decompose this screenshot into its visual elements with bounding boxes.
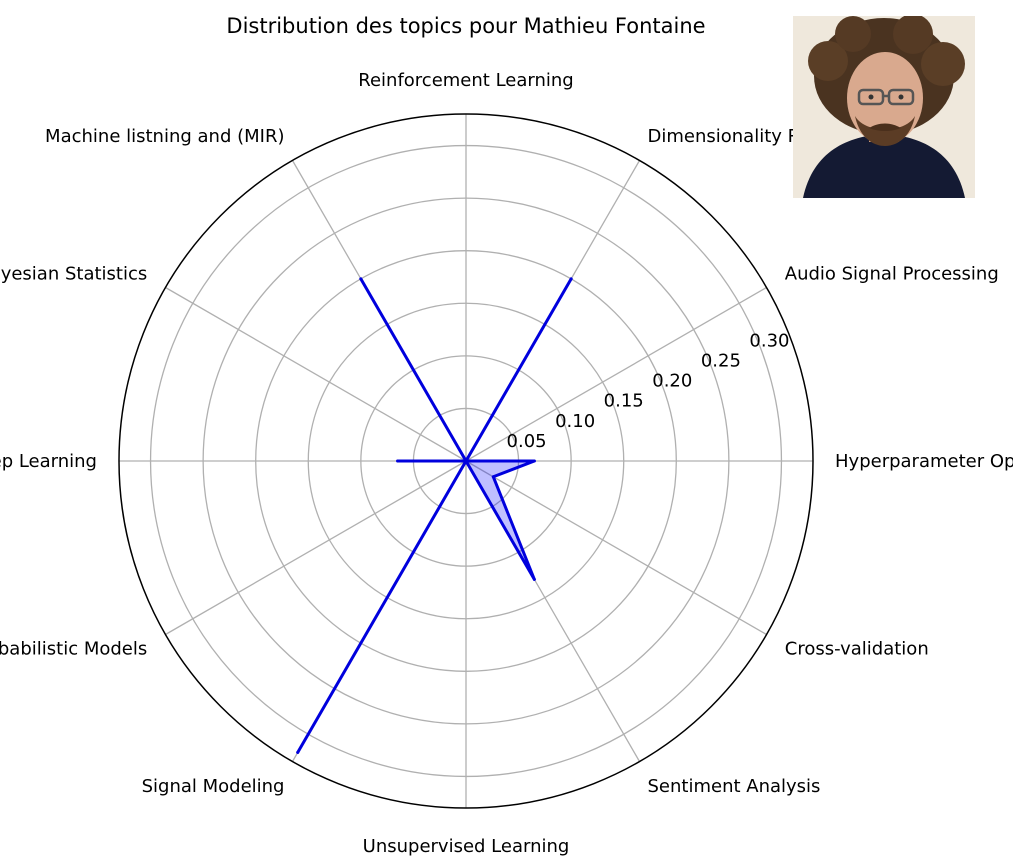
data-layer (296, 277, 573, 754)
person-portrait-icon (793, 16, 975, 198)
polar-frame (118, 113, 814, 809)
category-label-0: Hyperparameter Optimization (835, 451, 1013, 472)
r-tick-label-0: 0.05 (507, 431, 547, 452)
r-tick-label-5: 0.30 (749, 330, 789, 351)
category-label-8: Signal Modeling (142, 776, 285, 797)
r-tick-label-2: 0.15 (604, 391, 644, 412)
spoke-11 (465, 460, 767, 636)
category-label-10: Sentiment Analysis (648, 776, 821, 797)
spoke-5 (165, 286, 467, 462)
chart-title: Distribution des topics pour Mathieu Fon… (226, 14, 705, 38)
spoke-1 (465, 286, 767, 462)
data-point-0 (532, 459, 536, 463)
category-label-7: Probabilistic Models (0, 639, 147, 660)
data-point-10 (532, 577, 536, 581)
data-point-9 (464, 459, 468, 463)
category-label-1: Audio Signal Processing (785, 264, 999, 285)
data-point-4 (359, 277, 363, 281)
data-point-8 (296, 750, 300, 754)
r-tick-label-1: 0.10 (555, 411, 595, 432)
r-tick-label-3: 0.20 (652, 371, 692, 392)
category-label-9: Unsupervised Learning (363, 836, 570, 857)
data-point-6 (396, 459, 400, 463)
category-label-6: Deep Learning (0, 451, 97, 472)
category-label-3: Reinforcement Learning (358, 70, 573, 91)
series-line-0 (296, 277, 573, 754)
portrait-photo (793, 16, 975, 198)
category-label-5: Bayesian Statistics (0, 264, 147, 285)
data-point-2 (569, 277, 573, 281)
category-label-4: Machine listning and (MIR) (45, 126, 284, 147)
data-point-11 (491, 475, 495, 479)
r-tick-label-4: 0.25 (701, 350, 741, 371)
category-label-11: Cross-validation (785, 639, 929, 660)
spoke-7 (165, 460, 467, 636)
